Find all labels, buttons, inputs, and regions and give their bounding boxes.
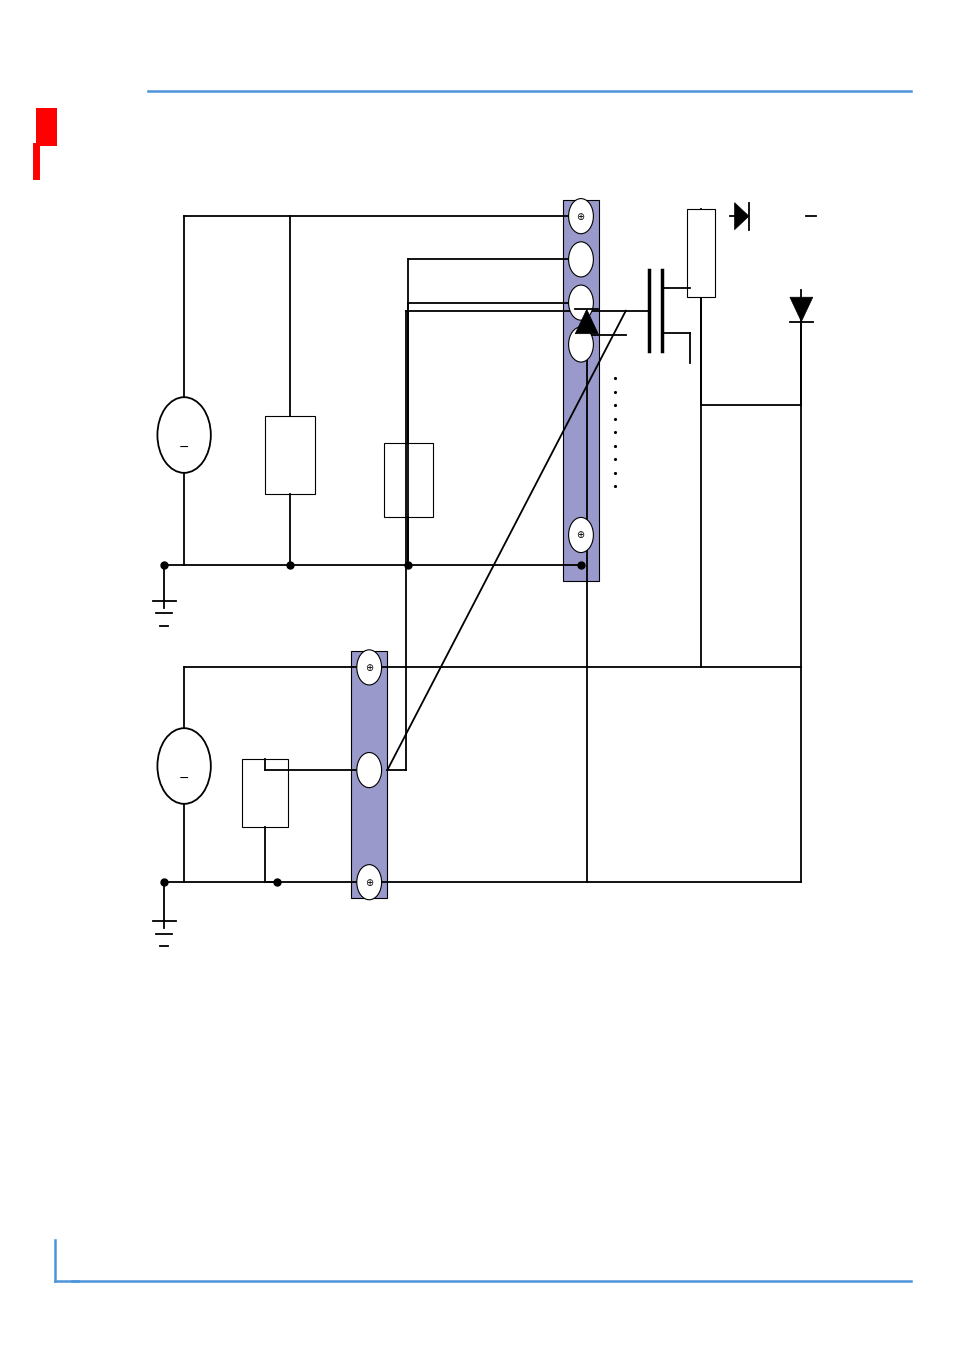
Circle shape: [356, 865, 381, 900]
Bar: [242, 759, 288, 827]
Bar: [686, 209, 715, 297]
Circle shape: [568, 242, 593, 277]
Polygon shape: [734, 203, 748, 230]
Text: −: −: [178, 440, 190, 454]
Circle shape: [157, 728, 211, 804]
Text: $\oplus$: $\oplus$: [576, 211, 585, 222]
Bar: [562, 200, 598, 581]
Circle shape: [568, 517, 593, 553]
Text: −: −: [178, 771, 190, 785]
Polygon shape: [575, 309, 598, 334]
Bar: [351, 651, 387, 898]
Text: $\oplus$: $\oplus$: [576, 530, 585, 540]
Circle shape: [568, 199, 593, 234]
Circle shape: [157, 397, 211, 473]
Bar: [36, 108, 57, 146]
Bar: [265, 416, 314, 494]
Text: $\oplus$: $\oplus$: [364, 877, 374, 888]
Circle shape: [568, 285, 593, 320]
Circle shape: [568, 327, 593, 362]
Polygon shape: [789, 297, 812, 322]
Text: $\oplus$: $\oplus$: [364, 662, 374, 673]
Circle shape: [356, 650, 381, 685]
Circle shape: [356, 753, 381, 788]
Bar: [383, 443, 433, 517]
